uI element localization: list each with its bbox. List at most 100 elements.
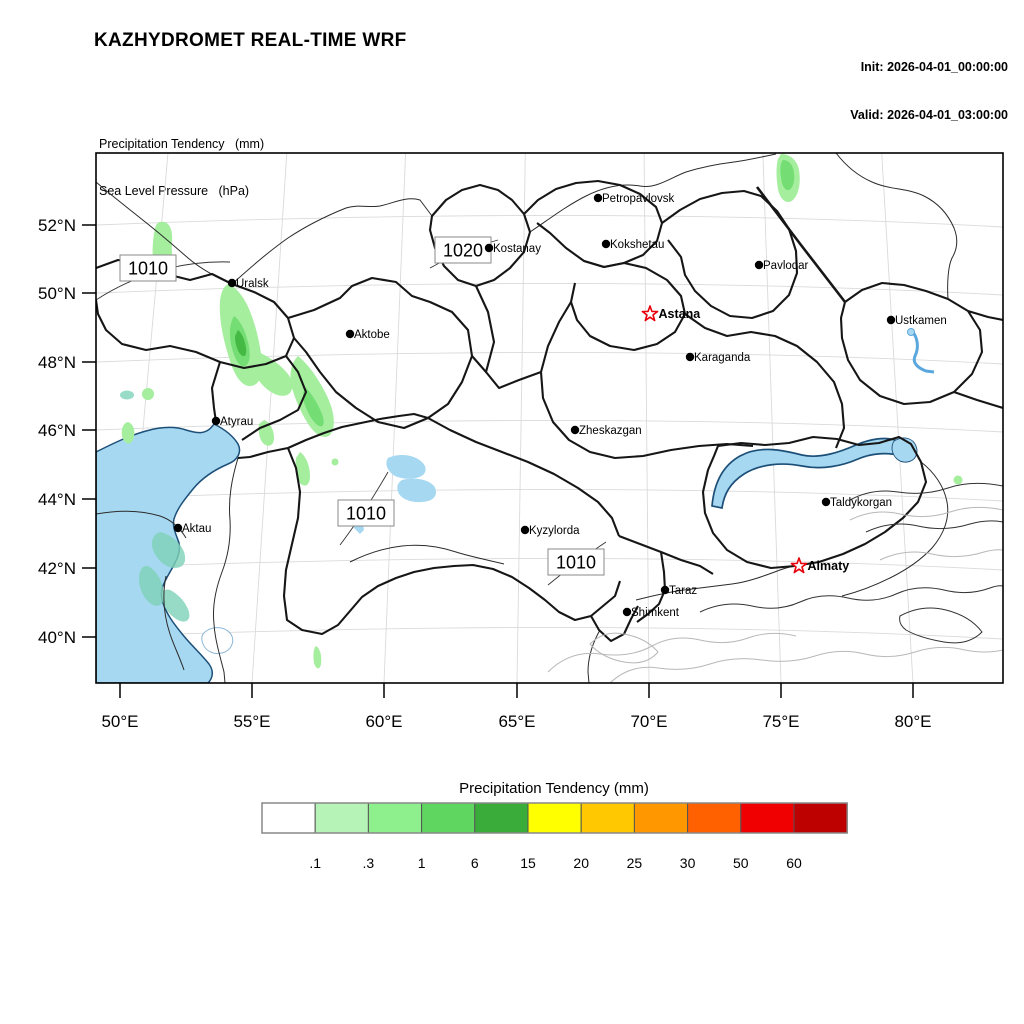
lon-tick-label: 50°E xyxy=(101,712,138,731)
city-label: Kokshetau xyxy=(610,239,664,251)
lon-tick-label: 55°E xyxy=(233,712,270,731)
lon-tick-label: 60°E xyxy=(365,712,402,731)
map-axes: 52°N 50°N 48°N 46°N 44°N 42°N 40°N 50°E 55°E 60°E… xyxy=(38,216,932,731)
city-shimkent: Shimkent xyxy=(622,607,680,619)
pressure-value: 1010 xyxy=(128,259,168,279)
city-dot-icon xyxy=(622,607,632,617)
city-markers: Petropavlovsk Kostanay Kokshetau Pavlodar As… xyxy=(173,193,947,619)
legend-tick-label: 25 xyxy=(627,855,643,871)
city-label: Zheskazgan xyxy=(579,425,642,437)
city-dot-icon xyxy=(601,239,611,249)
lon-tick-label: 65°E xyxy=(498,712,535,731)
pressure-value: 1020 xyxy=(443,241,483,261)
legend-swatch xyxy=(367,802,423,834)
city-dot-icon xyxy=(484,243,494,253)
capital-star-icon xyxy=(641,305,659,322)
lat-tick-label: 52°N xyxy=(38,216,76,235)
city-label: Aktobe xyxy=(354,329,390,341)
field-label-slp: Sea Level Pressure (hPa) xyxy=(99,183,250,198)
city-aktau: Aktau xyxy=(173,523,211,535)
lat-tick-label: 42°N xyxy=(38,559,76,578)
city-kyzylorda: Kyzylorda xyxy=(520,525,580,537)
pressure-labels: 1010 1020 1010 1010 xyxy=(119,236,605,576)
field-labels: Precipitation Tendency (mm) Sea Level Pr… xyxy=(99,106,264,215)
city-label: Uralsk xyxy=(236,278,269,290)
legend-swatch xyxy=(687,802,742,834)
precip-legend: Precipitation Tendency (mm) .1 .3 1 6 15 20 25… xyxy=(261,780,848,871)
legend-title: Precipitation Tendency (mm) xyxy=(459,780,649,797)
legend-tick-label: 30 xyxy=(680,855,696,871)
irtysh-zaysan-river xyxy=(910,330,935,374)
city-kokshetau: Kokshetau xyxy=(601,239,664,251)
city-kostanay: Kostanay xyxy=(484,243,541,255)
city-taldykorgan: Taldykorgan xyxy=(821,497,892,509)
pressure-label: 1010 xyxy=(119,254,177,282)
terrain-contours xyxy=(547,506,1003,683)
legend-tick-label: 1 xyxy=(418,855,426,871)
city-label: Taldykorgan xyxy=(830,497,892,509)
legend-swatch xyxy=(421,802,476,834)
lon-tick-label: 75°E xyxy=(762,712,799,731)
legend-swatch xyxy=(793,802,848,834)
lat-tick-label: 40°N xyxy=(38,628,76,647)
city-almaty: Almaty xyxy=(790,557,850,574)
legend-colorbar: .1 .3 1 6 15 20 25 30 50 60 xyxy=(261,802,848,871)
init-time: Init: 2026-04-01_00:00:00 xyxy=(860,60,1008,74)
legend-swatch xyxy=(261,802,316,834)
city-zheskazgan: Zheskazgan xyxy=(570,425,642,437)
city-dot-icon xyxy=(520,525,530,535)
legend-tick-label: 6 xyxy=(471,855,479,871)
city-label: Pavlodar xyxy=(763,260,809,272)
oblast-borders xyxy=(96,179,1003,643)
run-times: Init: 2026-04-01_00:00:00 Valid: 2026-04… xyxy=(850,27,1008,139)
city-uralsk: Uralsk xyxy=(227,278,269,290)
city-taraz: Taraz xyxy=(660,585,697,597)
city-label: Taraz xyxy=(669,585,697,597)
legend-swatch xyxy=(527,802,582,834)
legend-swatch xyxy=(740,802,795,834)
city-ustkamen: Ustkamen xyxy=(886,315,947,327)
city-label: Aktau xyxy=(182,523,211,535)
pressure-label: 1010 xyxy=(337,499,395,527)
city-dot-icon xyxy=(821,497,831,507)
field-label-precip: Precipitation Tendency (mm) xyxy=(99,137,265,151)
city-astana: Astana xyxy=(641,305,702,322)
map-frame xyxy=(95,152,1004,684)
city-dot-icon xyxy=(345,329,355,339)
pressure-value: 1010 xyxy=(346,504,386,524)
city-label: Astana xyxy=(659,307,702,321)
capital-star-icon xyxy=(790,557,808,574)
lat-tick-label: 48°N xyxy=(38,353,76,372)
legend-tick-label: .3 xyxy=(363,855,375,871)
precip-area-dark xyxy=(235,330,247,357)
lon-tick-label: 70°E xyxy=(630,712,667,731)
pressure-label: 1020 xyxy=(434,236,492,264)
precip-area-light xyxy=(121,154,963,669)
page-title: KAZHYDROMET REAL-TIME WRF xyxy=(94,30,407,51)
city-label: Petropavlovsk xyxy=(602,193,674,205)
mountain-contours xyxy=(699,482,1003,644)
city-dot-icon xyxy=(886,315,896,325)
city-atyrau: Atyrau xyxy=(211,416,253,428)
city-label: Kostanay xyxy=(493,243,541,255)
city-label: Atyrau xyxy=(220,416,253,428)
city-dot-icon xyxy=(227,278,237,288)
city-label: Shimkent xyxy=(631,607,680,619)
city-label: Almaty xyxy=(808,559,850,573)
legend-swatch xyxy=(580,802,635,834)
lon-tick-label: 80°E xyxy=(894,712,931,731)
city-petropavlovsk: Petropavlovsk xyxy=(593,193,674,205)
legend-tick-label: 20 xyxy=(573,855,589,871)
city-dot-icon xyxy=(593,193,603,203)
city-dot-icon xyxy=(754,260,764,270)
city-dot-icon xyxy=(211,416,221,426)
lat-tick-label: 46°N xyxy=(38,421,76,440)
precip-over-sea xyxy=(120,390,190,622)
city-dot-icon xyxy=(570,425,580,435)
legend-swatch xyxy=(314,802,369,834)
lat-tick-label: 44°N xyxy=(38,490,76,509)
city-label: Kyzylorda xyxy=(529,525,580,537)
city-karaganda: Karaganda xyxy=(685,352,751,364)
